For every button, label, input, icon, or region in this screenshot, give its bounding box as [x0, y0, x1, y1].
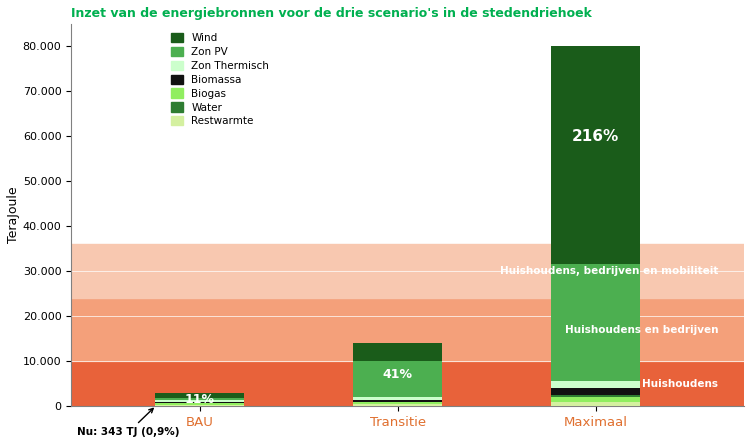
Text: Inzet van de energiebronnen voor de drie scenario's in de stedendriehoek: Inzet van de energiebronnen voor de drie…: [71, 7, 592, 20]
Bar: [353, 403, 442, 404]
Text: 11%: 11%: [185, 393, 215, 406]
Text: 216%: 216%: [572, 129, 620, 144]
Bar: [155, 392, 244, 397]
Bar: [353, 404, 442, 406]
Text: Nu: 343 TJ (0,9%): Nu: 343 TJ (0,9%): [77, 408, 179, 437]
Text: 41%: 41%: [383, 368, 413, 381]
Bar: [551, 265, 640, 381]
Bar: [353, 397, 442, 400]
Bar: [71, 244, 744, 298]
Bar: [551, 402, 640, 406]
Bar: [551, 395, 640, 397]
Bar: [353, 402, 442, 403]
Bar: [551, 388, 640, 395]
Text: Huishoudens, bedrijven en mobiliteit: Huishoudens, bedrijven en mobiliteit: [500, 266, 718, 276]
Bar: [155, 397, 244, 400]
Bar: [155, 400, 244, 402]
Y-axis label: TeraJoule: TeraJoule: [7, 187, 20, 243]
Bar: [71, 298, 744, 361]
Bar: [155, 403, 244, 404]
Bar: [155, 402, 244, 403]
Bar: [551, 381, 640, 388]
Bar: [71, 361, 744, 406]
Bar: [353, 400, 442, 402]
Bar: [155, 404, 244, 405]
Bar: [551, 46, 640, 265]
Bar: [353, 343, 442, 361]
Bar: [353, 361, 442, 397]
Bar: [155, 405, 244, 406]
Legend: Wind, Zon PV, Zon Thermisch, Biomassa, Biogas, Water, Restwarmte: Wind, Zon PV, Zon Thermisch, Biomassa, B…: [170, 33, 270, 127]
Text: Huishoudens en bedrijven: Huishoudens en bedrijven: [565, 325, 718, 335]
Bar: [551, 397, 640, 402]
Text: Huishoudens: Huishoudens: [642, 379, 718, 389]
